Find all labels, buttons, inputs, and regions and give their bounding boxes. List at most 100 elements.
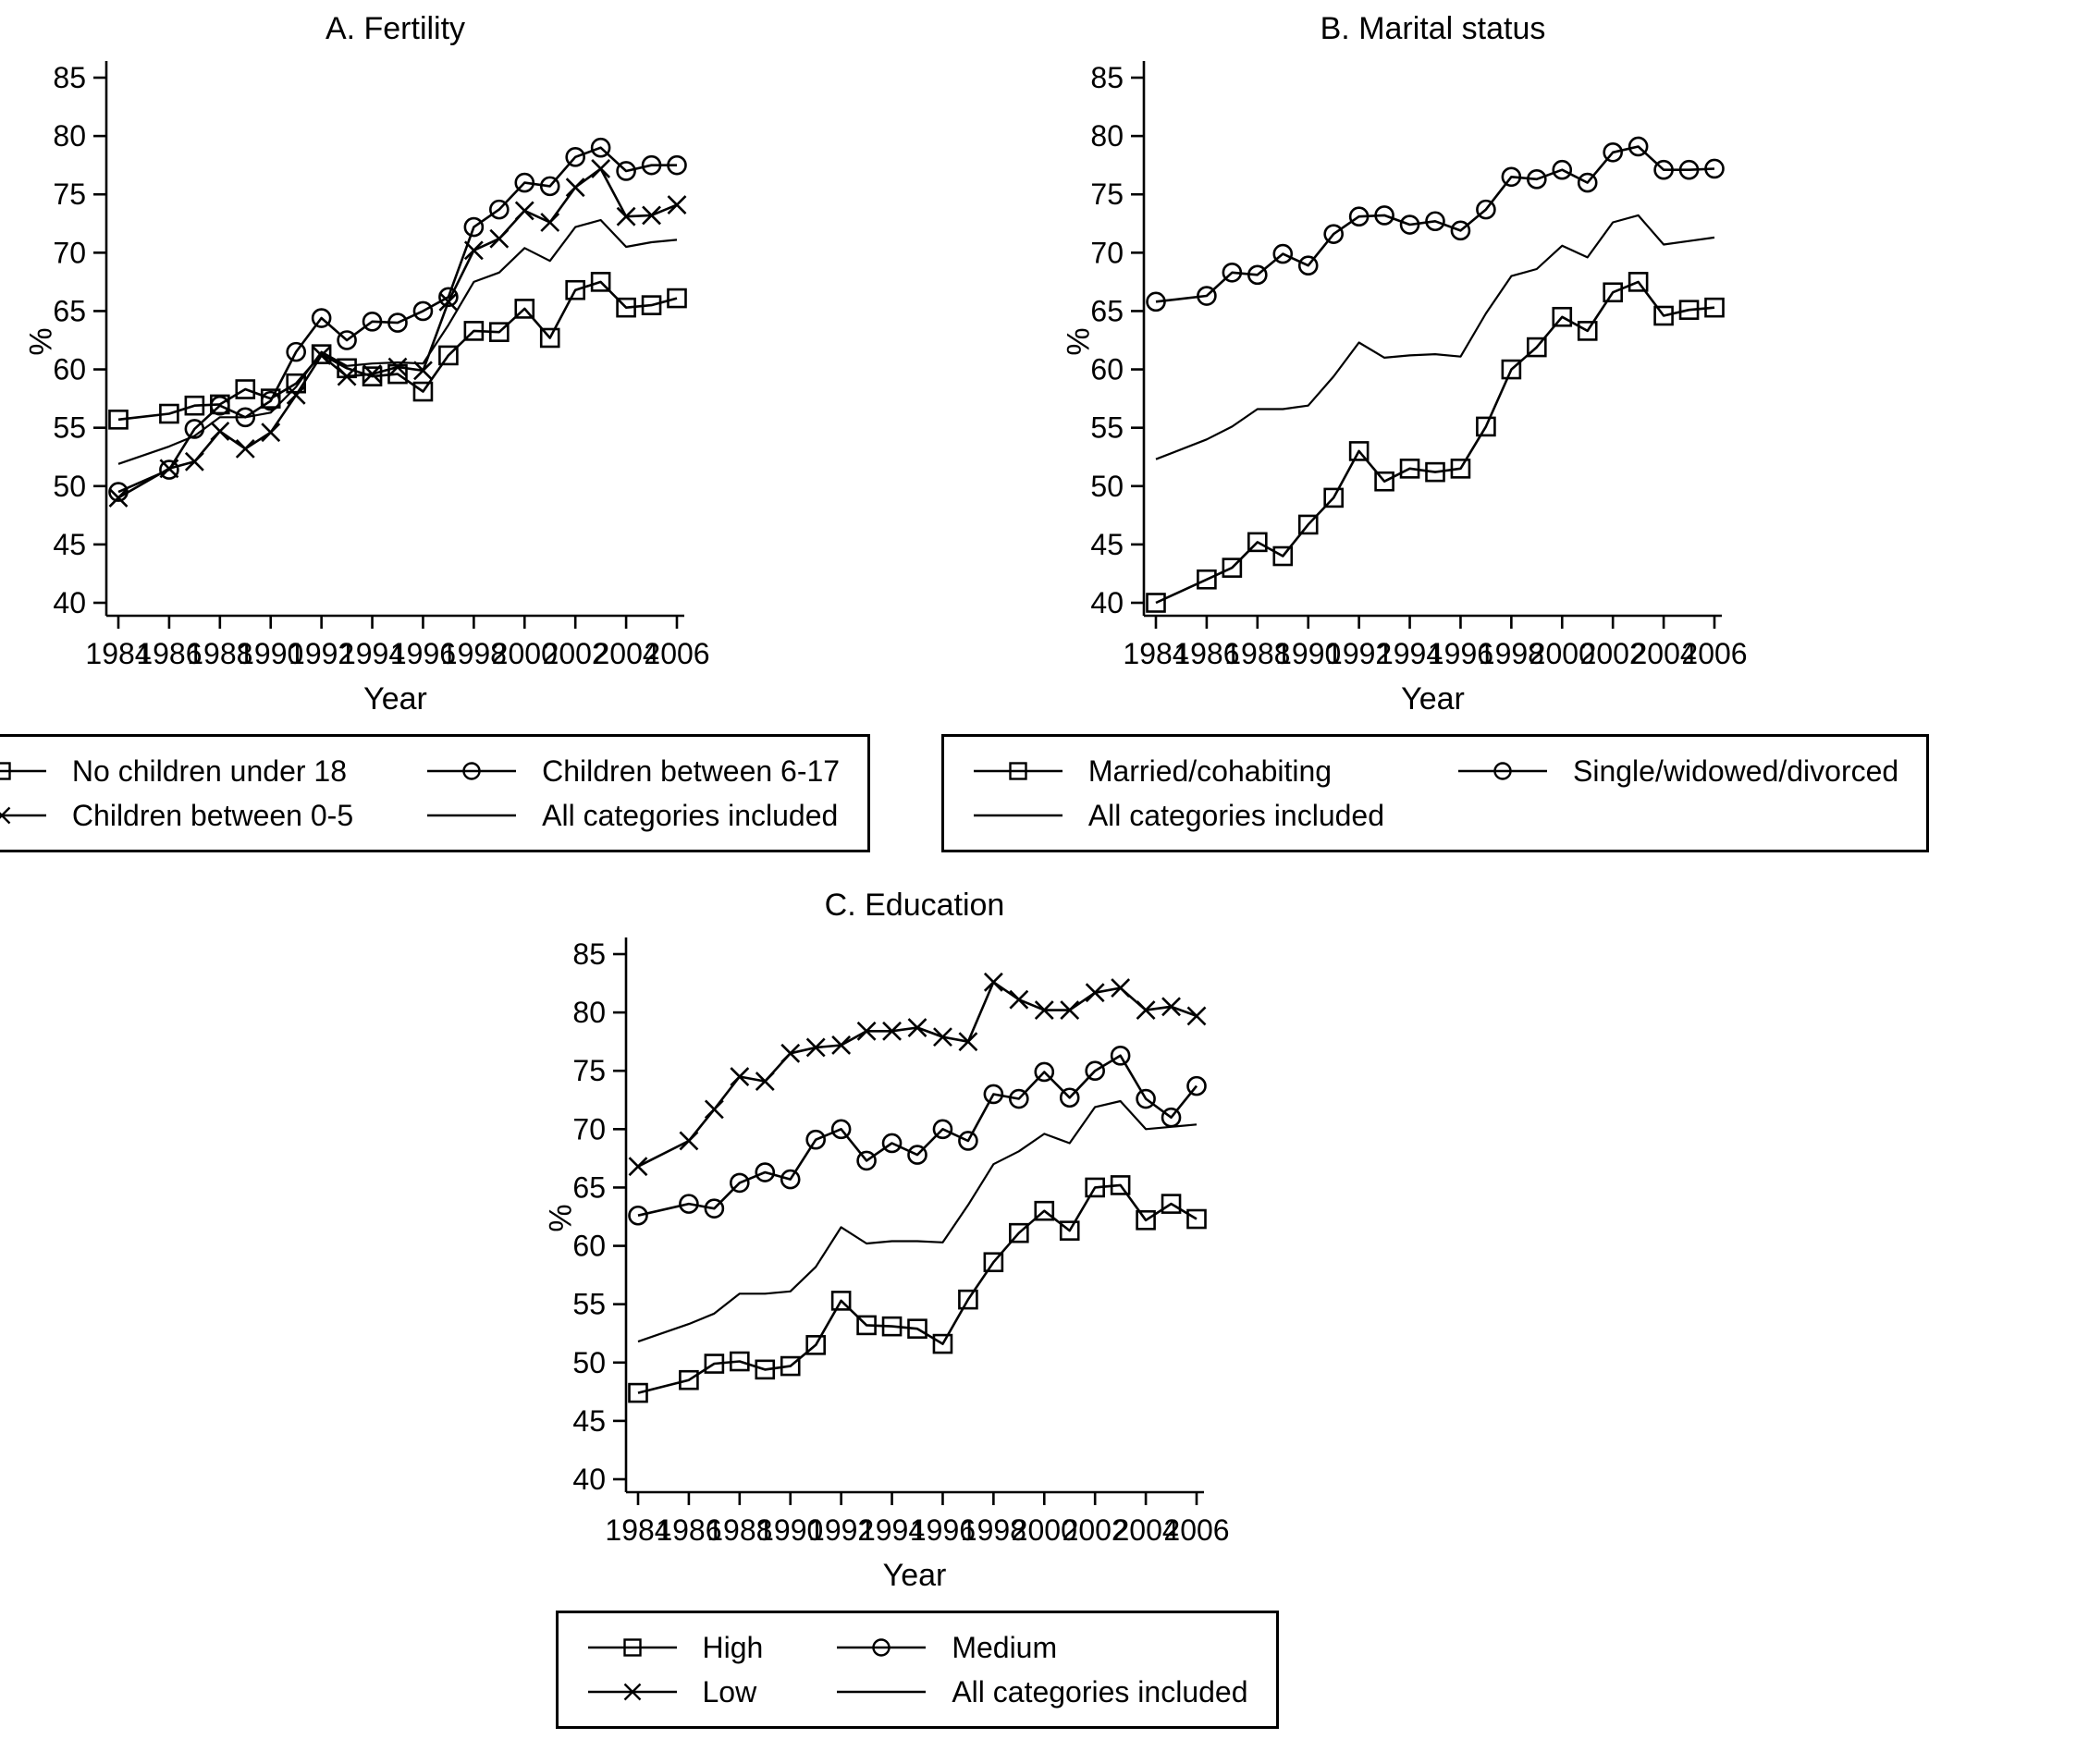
x-marker [932, 1027, 952, 1047]
circle-marker [1222, 262, 1243, 283]
square-marker [1425, 461, 1445, 483]
x-tick-label: 2004 [593, 637, 658, 670]
x-marker [489, 228, 510, 249]
circle-marker [1323, 224, 1344, 244]
none-legend-glyph-icon [837, 1690, 927, 1694]
circle-marker [627, 1205, 648, 1226]
circle-marker [463, 216, 485, 238]
circle-marker [235, 407, 256, 428]
square-legend-glyph-icon [973, 762, 1063, 780]
y-tick-label: 80 [572, 996, 606, 1029]
chart-body-education: % 40 45 50 55 60 65 70 75 80 85 1984 1986 1988 1990 19… [520, 926, 1557, 1555]
circle-marker [1084, 1060, 1105, 1082]
x-marker [591, 159, 611, 178]
y-tick-label: 85 [53, 61, 86, 94]
legend-label: All categories included [1087, 799, 1384, 832]
circle-marker [1197, 286, 1217, 306]
y-tick-label: 60 [53, 353, 86, 386]
chart-body-fertility: % 40 45 50 55 60 65 70 75 80 85 1984 1986 1988 1990 19… [0, 50, 1038, 679]
series-line-medium [637, 1054, 1198, 1217]
square-legend-glyph-icon [587, 1638, 677, 1657]
square-marker [539, 327, 560, 349]
square-marker [1527, 337, 1547, 358]
circle-marker [983, 1084, 1003, 1105]
chart-body-marital-status: % 40 45 50 55 60 65 70 75 80 85 1984 1986 1988 1990 19… [1038, 50, 2075, 679]
series-markers-children-between-6-17 [108, 137, 687, 502]
legend-item-children-between-0-5: Children between 0-5 [0, 796, 353, 835]
circle-marker [159, 459, 179, 480]
square-marker [667, 288, 687, 309]
circle-marker [1297, 255, 1319, 276]
legend-wrap-fertility: No children under 18 Children between 6-1… [0, 734, 871, 852]
x-marker [881, 1021, 902, 1041]
y-tick-label: 65 [1090, 294, 1124, 327]
square-marker [1603, 282, 1623, 303]
y-tick-label: 45 [53, 528, 86, 561]
series-line-single-widowed-divorced [1155, 145, 1715, 303]
legend-label: Children between 0-5 [71, 799, 354, 832]
square-marker [108, 410, 129, 430]
x-tick-label: 1984 [1123, 637, 1188, 670]
x-tick-label: 2002 [1062, 1513, 1127, 1547]
x-marker [438, 291, 459, 312]
square-marker [1161, 1194, 1181, 1214]
square-marker [514, 299, 535, 319]
x-marker [957, 1032, 977, 1052]
square-marker [729, 1351, 750, 1372]
legend-fertility: No children under 18 Children between 6-1… [0, 734, 871, 852]
x-tick-label: 2004 [1112, 1513, 1178, 1547]
square-marker [387, 363, 408, 385]
circle-marker [1161, 1107, 1181, 1128]
y-tick-label: 55 [572, 1288, 606, 1321]
square-marker [1628, 272, 1649, 292]
x-tick-label: 1996 [1428, 637, 1493, 670]
square-marker [159, 403, 179, 424]
x-tick-label: 1994 [339, 637, 405, 670]
x-marker [235, 438, 255, 459]
circle-marker [616, 161, 636, 181]
square-marker [362, 366, 383, 386]
x-marker [1034, 1000, 1054, 1021]
bottom-row: C. Education % 40 45 50 55 60 65 70 75 80 85 1984 1… [0, 884, 2076, 1729]
y-tick-label: 55 [1090, 411, 1124, 445]
legend-item-all-categories-included: All categories included [972, 796, 1384, 835]
x-marker [780, 1043, 800, 1063]
square-marker [1297, 514, 1319, 535]
x-tick-label: 2002 [543, 637, 608, 670]
x-marker [907, 1018, 927, 1037]
x-tick-label: 2006 [1163, 1513, 1229, 1547]
x-tick-label: 1988 [187, 637, 252, 670]
series-markers-high [627, 1175, 1207, 1403]
x-marker [0, 806, 11, 819]
x-marker [108, 487, 129, 508]
x-tick-label: 1992 [289, 637, 354, 670]
circle-marker [1628, 136, 1649, 157]
circle-marker [729, 1172, 750, 1194]
y-tick-label: 55 [53, 411, 86, 445]
square-marker [463, 321, 485, 341]
panel-education: C. Education % 40 45 50 55 60 65 70 75 80 85 1984 1… [520, 884, 1557, 1729]
square-marker [983, 1252, 1003, 1273]
square-marker [235, 379, 256, 399]
x-tick-label: 1990 [757, 1513, 823, 1547]
x-marker [667, 195, 687, 215]
x-tick-label: 2006 [1681, 637, 1747, 670]
x-marker [1085, 983, 1105, 1003]
x-legend-glyph-icon [0, 806, 46, 825]
x-marker [1161, 997, 1181, 1017]
circle-marker [1450, 220, 1471, 241]
circle-marker [667, 154, 687, 176]
x-marker [678, 1131, 698, 1151]
x-tick-label: 1998 [960, 1513, 1026, 1547]
square-marker [754, 1359, 775, 1380]
circle-marker [210, 395, 230, 416]
series-line-no-children-under-18 [117, 280, 678, 422]
x-tick-label: 1996 [390, 637, 456, 670]
x-marker [856, 1021, 877, 1041]
y-axis-label-fertility: % [23, 327, 59, 356]
circle-marker [539, 176, 560, 197]
series-line-married-cohabiting [1155, 280, 1715, 605]
square-marker [286, 373, 306, 394]
square-marker [1146, 593, 1166, 613]
chart-title-marital-status: B. Marital status [1320, 11, 1546, 46]
